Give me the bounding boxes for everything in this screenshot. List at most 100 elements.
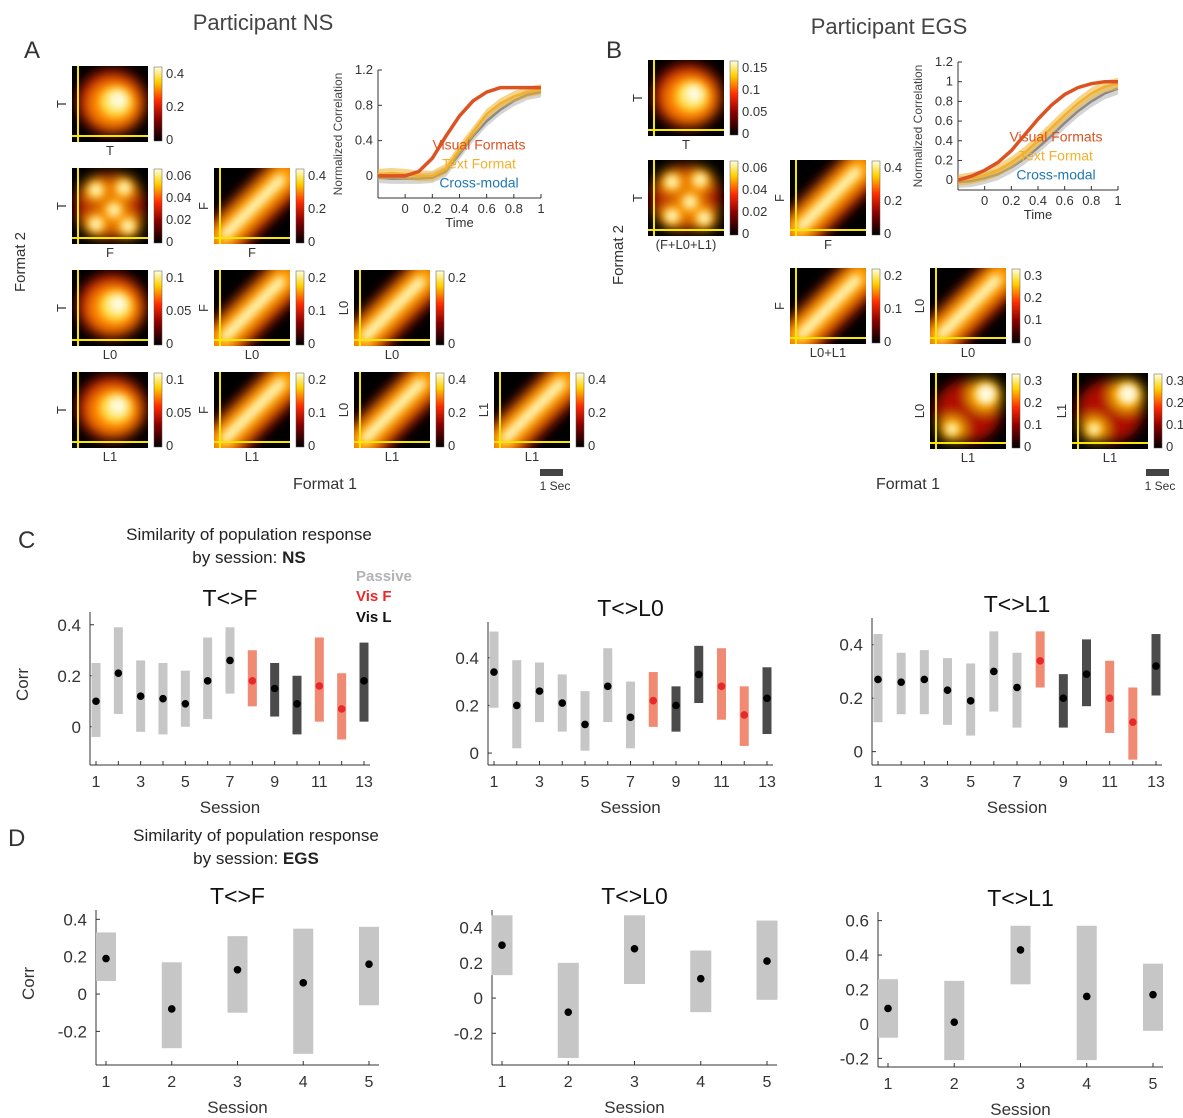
panel-d-title-line1: Similarity of population response <box>133 826 379 845</box>
heatmap-ylabel: T <box>630 194 645 202</box>
session-mean-point <box>159 694 167 703</box>
y-tick-label: 1.2 <box>935 54 953 69</box>
session-mean-point <box>92 697 100 706</box>
heatmap-core <box>946 384 996 435</box>
x-tick-label: 9 <box>1059 774 1068 791</box>
heatmap-ylabel: L1 <box>1054 404 1069 418</box>
heatmap-core <box>796 166 862 232</box>
legend-entry: Text Format <box>442 155 516 171</box>
session-mean-point <box>626 713 635 722</box>
x-tick-label: 1 <box>884 1076 893 1093</box>
heat-core <box>220 174 286 240</box>
colorbar-tick-label: 0 <box>308 336 315 351</box>
x-tick-label: 13 <box>1147 774 1165 791</box>
colorbar-tick-label: 0.4 <box>588 372 606 387</box>
session-mean-point <box>950 1018 959 1027</box>
colorbar-tick-label: 0.04 <box>166 190 191 205</box>
heatmap-core <box>100 87 132 117</box>
y-tick-label: 0.2 <box>455 696 479 715</box>
x-tick-label: 1 <box>1114 193 1121 208</box>
x-tick-label: 4 <box>696 1074 705 1091</box>
session-mean-point <box>581 720 589 729</box>
colorbar <box>295 372 305 448</box>
y-tick-label: 0.4 <box>63 910 87 929</box>
ns-heatmap-5: 0.2 0 L0 L0 <box>336 270 466 362</box>
x-tick-label: 5 <box>966 774 975 791</box>
x-tick-label: 5 <box>581 774 590 791</box>
session-mean-point <box>535 687 544 695</box>
colorbar-tick-label: 0.3 <box>1024 373 1042 388</box>
legend-entry: Cross-modal <box>439 174 518 190</box>
colorbar <box>1011 268 1021 344</box>
x-axis-label: Session <box>200 798 260 817</box>
session-mean-point <box>740 711 749 719</box>
x-tick-label: 1 <box>490 774 499 791</box>
session-mean-point <box>1013 683 1021 692</box>
x-tick-label: 3 <box>920 774 929 791</box>
legend-entry: Cross-modal <box>1016 166 1095 182</box>
session-mean-point <box>498 941 506 950</box>
y-axis-label: Corr <box>19 967 38 1000</box>
ns-format2-label: Format 2 <box>12 232 29 292</box>
heatmap-core <box>89 181 135 233</box>
panel-c-title-line1: Similarity of population response <box>126 525 372 544</box>
colorbar <box>153 66 163 142</box>
x-tick-label: 0.6 <box>478 201 496 216</box>
colorbar-tick-label: 0.2 <box>166 99 184 114</box>
session-chart-D-5: -0.2 0 0.2 0.4 0.6 1 2 3 4 5 Session T<>L1 <box>840 885 1163 1118</box>
heatmap-xlabel: L1 <box>961 450 975 465</box>
session-mean-point <box>1105 694 1114 702</box>
scalebar-ns-label: 1 Sec <box>540 479 571 493</box>
panel-label-b: B <box>606 37 622 64</box>
ns-heatmap-9: 0.4 0.2 0 L1 L1 <box>476 372 606 464</box>
colorbar-tick-label: 0 <box>166 234 173 249</box>
series-band <box>378 84 541 182</box>
legend-passive: Passive <box>356 568 412 585</box>
y-tick-label: 0 <box>470 744 479 763</box>
x-tick-label: 4 <box>1082 1076 1091 1093</box>
heatmap-xlabel: L0 <box>245 347 259 362</box>
session-mean-point <box>920 675 929 684</box>
y-tick-label: 0.2 <box>57 667 81 686</box>
x-axis-label: Session <box>990 1100 1050 1118</box>
ns-heatmap-8: 0.4 0.2 0 L0 L1 <box>336 372 466 464</box>
heatmap-image <box>930 373 1006 449</box>
heatmap-ylabel: L0 <box>912 299 927 313</box>
y-tick-label: 1.2 <box>355 62 373 77</box>
y-axis-label: Corr <box>13 668 32 701</box>
heatmap-core <box>360 378 426 444</box>
session-mean-point <box>360 677 368 685</box>
colorbar-tick-label: 0 <box>1166 439 1173 454</box>
heatmap-core <box>676 81 708 111</box>
x-axis-label: Session <box>987 798 1047 817</box>
session-mean-point <box>1129 718 1137 727</box>
colorbar-tick-label: 0.05 <box>166 405 191 420</box>
legend-entry: Visual Formats <box>432 136 525 152</box>
session-mean-point <box>233 965 242 974</box>
x-tick-label: 7 <box>1013 774 1022 791</box>
colorbar-tick-label: 0.02 <box>166 212 191 227</box>
heat-core <box>110 92 126 108</box>
x-tick-label: 4 <box>299 1074 308 1091</box>
x-axis-label: Session <box>207 1098 267 1117</box>
colorbar-tick-label: 0.4 <box>448 372 466 387</box>
y-axis-label: Normalized Correlation <box>331 73 345 196</box>
heatmap-image <box>930 268 1006 344</box>
heat-core <box>220 276 286 342</box>
colorbar <box>871 160 881 236</box>
heatmap-image <box>1072 373 1148 449</box>
heatmap-core <box>360 276 426 342</box>
egs-heatmap-6: 0.3 0.2 0.1 0 L1 L1 <box>1054 373 1183 465</box>
heatmap-image <box>354 372 430 448</box>
x-tick-label: 9 <box>270 774 279 791</box>
session-mean-point <box>630 944 639 953</box>
heatmap-ylabel: F <box>196 202 211 210</box>
colorbar-tick-label: 0.2 <box>1024 395 1042 410</box>
ns-heatmap-4: 0.2 0.1 0 F L0 <box>196 270 326 362</box>
session-mean-point <box>203 677 212 685</box>
colorbar-tick-label: 0.06 <box>166 168 191 183</box>
heatmap-core <box>220 378 286 444</box>
heatmap-core <box>100 393 132 423</box>
